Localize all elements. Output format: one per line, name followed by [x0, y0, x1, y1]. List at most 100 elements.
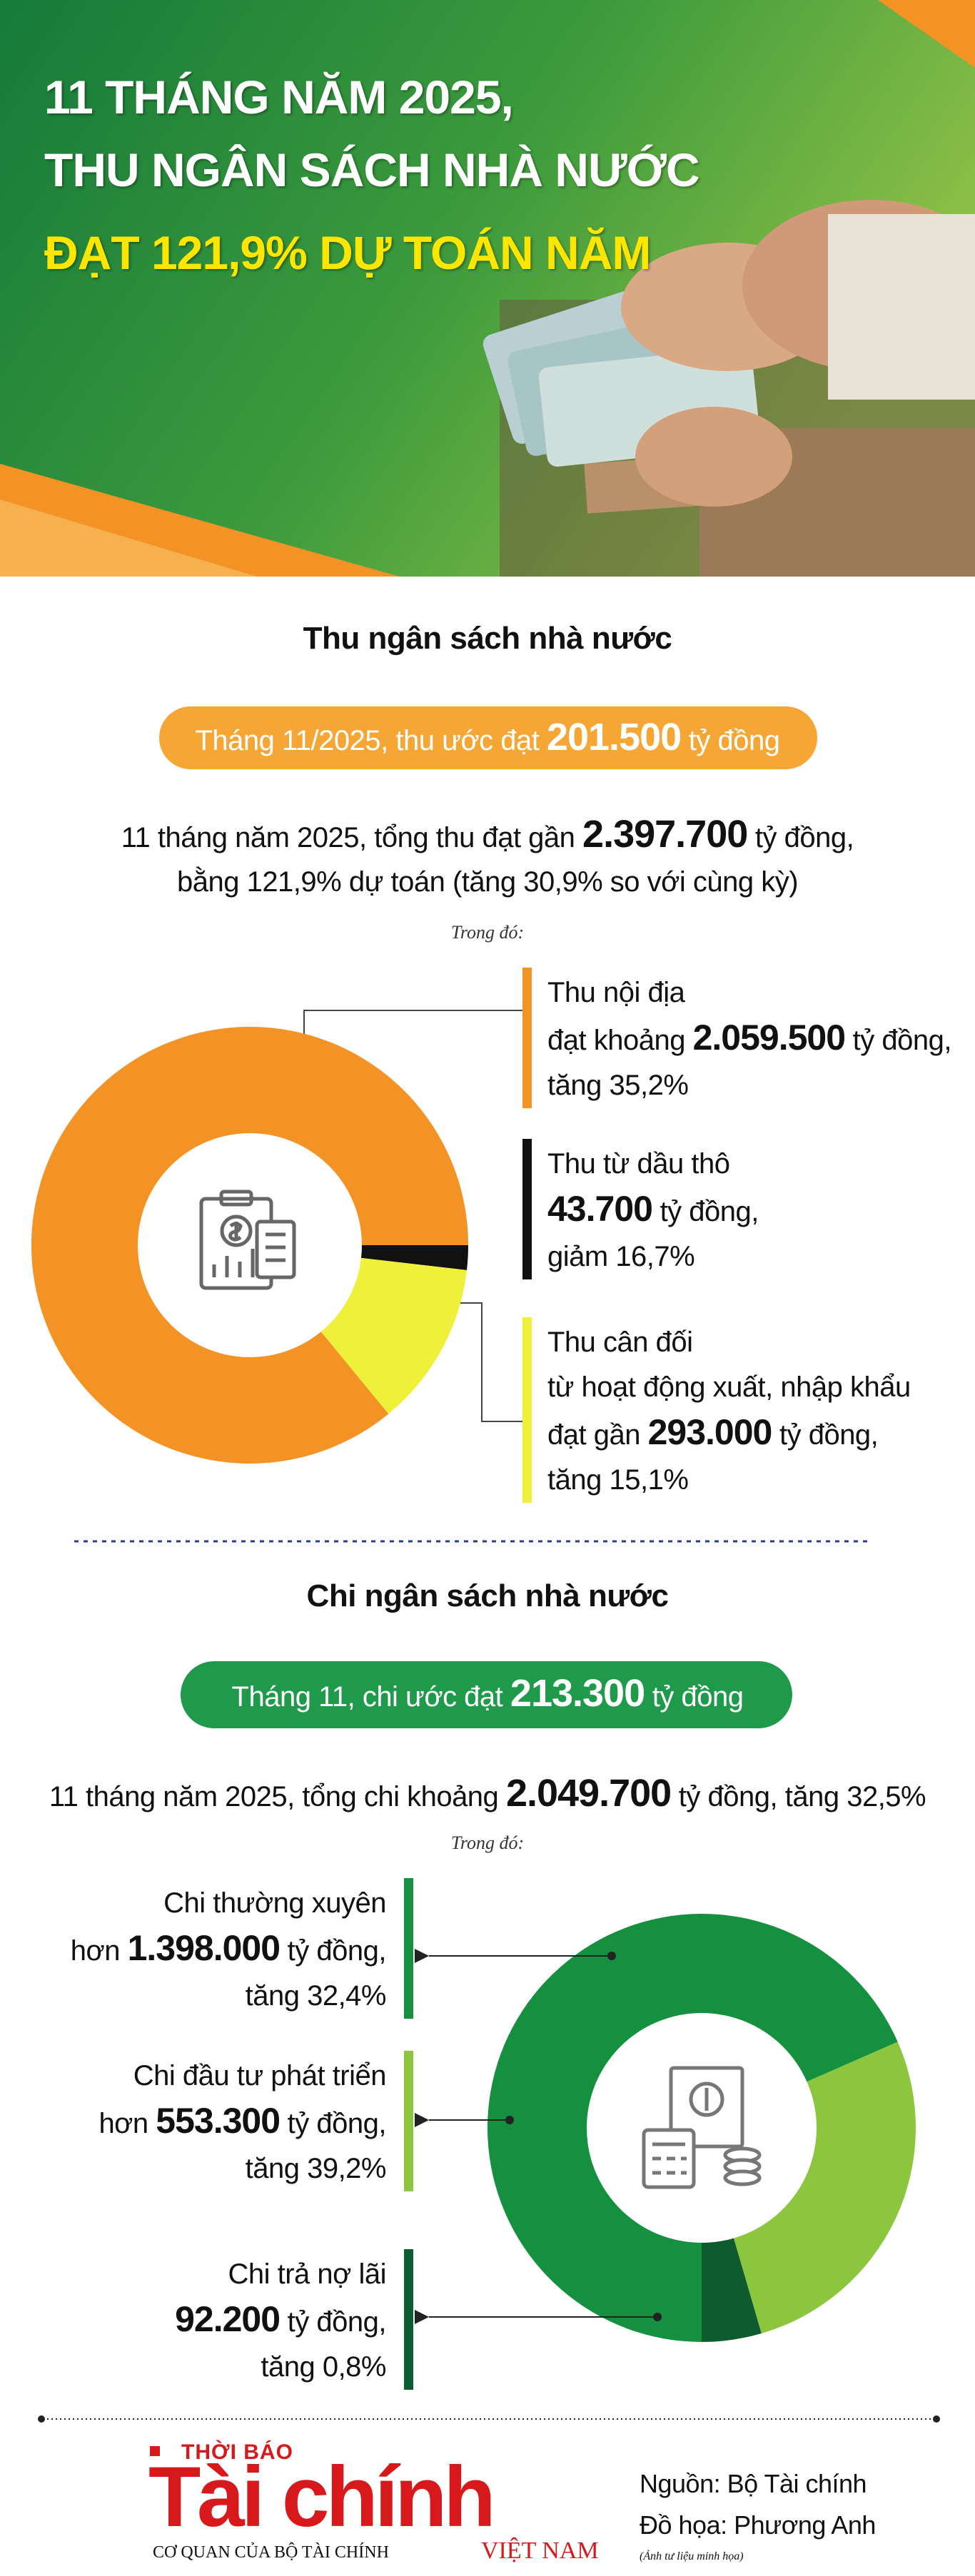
donut-slice — [31, 1026, 469, 1464]
category-label: Chi thường xuyên — [163, 1887, 386, 1919]
amount-unit: tỷ đồng, — [287, 2108, 387, 2139]
credit: Đồ họa: Phương Anh — [640, 2510, 876, 2540]
annotation-bar — [522, 1317, 532, 1503]
annotation-bar — [404, 2249, 413, 2390]
pill-unit: tỷ đồng — [688, 725, 780, 756]
footer-dot — [38, 2415, 45, 2423]
annotation-bar — [404, 2051, 413, 2191]
change-line: giảm 16,7% — [547, 1241, 695, 1272]
amount-prefix: đạt gần — [547, 1419, 640, 1451]
amount-line: đạt gần 293.000 tỷ đồng, — [547, 1410, 911, 1458]
logo-tagline: CƠ QUAN CỦA BỘ TÀI CHÍNH — [153, 2543, 389, 2562]
title-line: THU NGÂN SÁCH NHÀ NƯỚC — [44, 143, 700, 196]
change-line: tăng 35,2% — [547, 1070, 689, 1101]
amount-unit: tỷ đồng, — [287, 1935, 387, 1967]
value-label: 293.000 — [647, 1412, 773, 1452]
logo-main: Tài chính — [148, 2449, 496, 2545]
amount-line: 43.700 tỷ đồng, — [547, 1187, 759, 1234]
photo — [483, 200, 975, 577]
amount-prefix: hơn — [98, 2108, 148, 2139]
annotation-bar — [522, 968, 532, 1108]
summary-text: 11 tháng năm 2025, tổng chi khoảng — [49, 1781, 499, 1812]
logo-mark — [150, 2446, 160, 2456]
amount-unit: tỷ đồng, — [287, 2306, 387, 2338]
category-label: Chi trả nợ lãi — [228, 2258, 386, 2290]
corner-stripe — [878, 0, 975, 68]
pill-text: Tháng 11, chi ước đạt 213.300 tỷ đồng — [0, 1671, 975, 1715]
note: Trong đó: — [450, 1832, 525, 1853]
summary-text: tỷ đồng, — [754, 822, 854, 853]
amount-unit: tỷ đồng, — [852, 1025, 952, 1056]
pill-bg — [159, 706, 817, 769]
summary: 11 tháng năm 2025, tổng thu đạt gần 2.39… — [0, 812, 975, 856]
donut-slice — [320, 1257, 467, 1414]
value-label: 43.700 — [547, 1189, 653, 1229]
value-label: 1.398.000 — [127, 1928, 281, 1968]
annotation: Thu cân đối từ hoạt động xuất, nhập khẩu đ… — [547, 1320, 911, 1503]
amount-prefix: đạt khoảng — [547, 1025, 685, 1056]
corner-stripe — [0, 500, 257, 577]
summary: 11 tháng năm 2025, tổng chi khoảng 2.049… — [0, 1771, 975, 1815]
amount-line: 92.200 tỷ đồng, — [175, 2297, 386, 2345]
category-label: Thu cân đối — [547, 1327, 693, 1358]
leader-dot — [505, 2116, 514, 2124]
annotation: Chi thường xuyên hơn 1.398.000 tỷ đồng, tă… — [70, 1881, 387, 2019]
value-label: 2.059.500 — [692, 1018, 846, 1058]
note: Trong đó: — [450, 922, 525, 943]
annotation: Chi đầu tư phát triển hơn 553.300 tỷ đồng… — [98, 2054, 386, 2191]
icon-report — [199, 1190, 296, 1290]
pill-bg — [181, 1661, 792, 1728]
donuts — [31, 1026, 916, 2343]
pill-amount: 201.500 — [546, 716, 682, 759]
change-line: tăng 32,4% — [245, 1980, 387, 2012]
change-line: tăng 15,1% — [547, 1464, 689, 1496]
annotation-bar — [404, 1878, 413, 2019]
annotation: Thu từ dầu thô 43.700 tỷ đồng, giảm 16,7% — [547, 1142, 759, 1279]
leader-line — [440, 1302, 522, 1422]
amount-unit: tỷ đồng, — [779, 1419, 879, 1451]
source: Nguồn: Bộ Tài chính — [640, 2469, 867, 2498]
footer-dot — [933, 2415, 940, 2423]
change-line: tăng 0,8% — [261, 2351, 386, 2383]
pill-unit: tỷ đồng — [652, 1681, 744, 1713]
value-label: 92.200 — [175, 2299, 281, 2339]
icon-budget — [642, 2066, 762, 2189]
leader-dot — [607, 1952, 616, 1960]
value-label: 553.300 — [156, 2101, 281, 2141]
section-heading: Chi ngân sách nhà nước — [306, 1578, 669, 1613]
annotation-bar — [522, 1139, 532, 1279]
amount-prefix: hơn — [70, 1935, 121, 1967]
pill-label: Tháng 11, chi ước đạt — [231, 1681, 503, 1713]
annotation: Thu nội địa đạt khoảng 2.059.500 tỷ đồng,… — [547, 970, 951, 1108]
amount-line: hơn 553.300 tỷ đồng, — [98, 2099, 386, 2146]
change-line: tăng 39,2% — [245, 2153, 387, 2184]
section-heading: Thu ngân sách nhà nước — [303, 621, 672, 656]
logo-top: THỜI BÁO — [181, 2440, 293, 2464]
logo-sub: VIỆT NAM — [481, 2537, 599, 2564]
title-line: 11 THÁNG NĂM 2025, — [44, 71, 514, 123]
amount-line: hơn 1.398.000 tỷ đồng, — [70, 1926, 387, 1974]
title-line: ĐẠT 121,9% DỰ TOÁN NĂM — [44, 226, 651, 279]
donut-slice — [487, 1914, 898, 2342]
category-label: Thu từ dầu thô — [547, 1148, 730, 1180]
pill-label: Tháng 11/2025, thu ước đạt — [195, 725, 540, 756]
annotation: Chi trả nợ lãi 92.200 tỷ đồng, tăng 0,8% — [175, 2252, 386, 2390]
leader-dot — [653, 2313, 662, 2321]
photo-note: (Ảnh tư liệu minh họa) — [640, 2550, 744, 2562]
amount-unit: tỷ đồng, — [660, 1196, 759, 1227]
pill-amount: 213.300 — [510, 1672, 645, 1715]
category-label: Thu nội địa — [547, 977, 685, 1008]
summary-text: 11 tháng năm 2025, tổng thu đạt gần — [121, 822, 575, 853]
category-label: Chi đầu tư phát triển — [133, 2060, 387, 2091]
donut-slice — [360, 1245, 468, 1270]
detail-line: từ hoạt động xuất, nhập khẩu — [547, 1371, 911, 1403]
summary-amount: 2.397.700 — [582, 813, 748, 856]
summary: bằng 121,9% dự toán (tăng 30,9% so với c… — [176, 866, 799, 898]
donut-slice — [702, 2238, 762, 2343]
summary-amount: 2.049.700 — [505, 1772, 672, 1815]
pill-text: Tháng 11/2025, thu ước đạt 201.500 tỷ đồ… — [0, 715, 975, 759]
summary-text: tỷ đồng, tăng 32,5% — [678, 1781, 926, 1812]
